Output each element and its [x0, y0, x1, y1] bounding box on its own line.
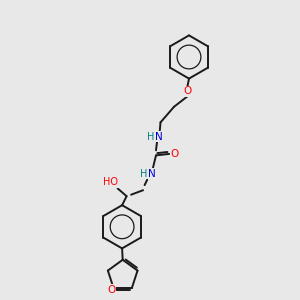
Text: O: O — [183, 86, 192, 96]
Text: H: H — [147, 132, 155, 142]
Text: O: O — [107, 284, 115, 295]
Text: HO: HO — [103, 177, 118, 188]
Text: O: O — [170, 149, 179, 159]
Text: H: H — [140, 169, 148, 179]
Text: N: N — [155, 132, 163, 142]
Text: N: N — [148, 169, 156, 179]
